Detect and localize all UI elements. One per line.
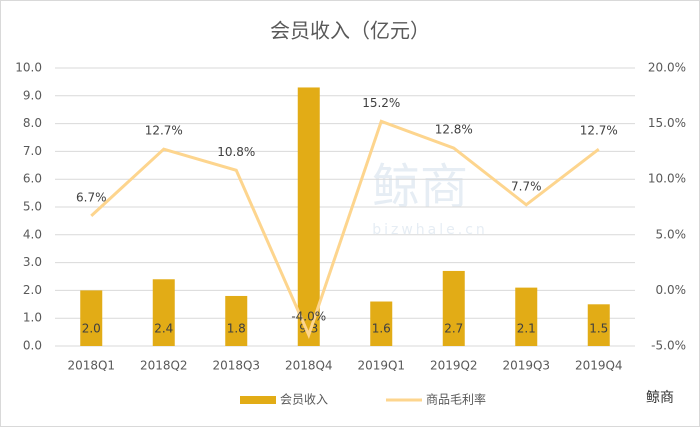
line-value-label: 12.8%	[435, 123, 473, 137]
y-tick-label: 0.0	[23, 339, 42, 353]
bar	[515, 287, 538, 346]
y-tick-label: 7.0	[23, 144, 42, 158]
chart-title: 会员收入（亿元）	[270, 19, 430, 43]
x-tick-label: 2019Q2	[430, 359, 478, 373]
y-tick-label: 8.0	[23, 116, 42, 130]
bar	[587, 304, 610, 346]
y-tick-label: 10.0	[15, 61, 42, 75]
line-value-label: 6.7%	[76, 190, 107, 204]
watermark: bizwhale.cn	[372, 222, 488, 238]
y-tick-label: 3.0	[23, 255, 42, 269]
bar	[442, 270, 465, 346]
y2-tick-label: 15.0%	[648, 116, 686, 130]
line-value-label: 7.7%	[511, 179, 542, 193]
bar-value-label: 2.7	[444, 322, 463, 336]
x-tick-label: 2018Q2	[140, 359, 188, 373]
x-tick-label: 2018Q3	[212, 359, 260, 373]
watermark-brand: 鲸商	[372, 159, 468, 215]
x-tick-label: 2018Q4	[285, 359, 333, 373]
bar-value-label: 1.8	[227, 322, 246, 336]
legend-swatch	[240, 396, 276, 404]
line-value-label: 10.8%	[217, 145, 255, 159]
brand: 鲸商	[646, 390, 674, 406]
y-tick-label: 4.0	[23, 227, 42, 241]
bar-value-label: 2.1	[517, 322, 536, 336]
bar-value-label: 2.4	[154, 322, 173, 336]
bar	[297, 87, 320, 347]
legend-label: 商品毛利率	[426, 392, 486, 407]
legend-label: 会员收入	[280, 393, 328, 407]
y-tick-label: 9.0	[23, 88, 42, 102]
y-tick-label: 5.0	[23, 200, 42, 214]
bar	[370, 301, 393, 346]
line-value-label: -4.0%	[291, 309, 326, 323]
y2-tick-label: 5.0%	[656, 227, 687, 241]
y2-tick-label: -5.0%	[651, 339, 686, 353]
x-tick-label: 2018Q1	[67, 359, 115, 373]
bar-value-label: 1.6	[372, 322, 391, 336]
bar	[152, 279, 175, 346]
y2-tick-label: 10.0%	[648, 172, 686, 186]
line-value-label: 15.2%	[362, 96, 400, 110]
y2-tick-label: 20.0%	[648, 61, 686, 75]
bar-value-label: 1.5	[589, 322, 608, 336]
x-tick-label: 2019Q1	[357, 359, 405, 373]
x-tick-label: 2019Q3	[502, 359, 550, 373]
line-value-label: 12.7%	[580, 124, 618, 138]
line	[90, 119, 600, 340]
bar	[225, 295, 248, 346]
y2-tick-label: 0.0%	[656, 283, 687, 297]
y-tick-label: 1.0	[23, 311, 42, 325]
line-value-label: 12.7%	[145, 124, 183, 138]
bar-value-label: 2.0	[82, 322, 101, 336]
y-tick-label: 2.0	[23, 283, 42, 297]
x-tick-label: 2019Q4	[575, 359, 623, 373]
bar	[80, 290, 103, 346]
y-tick-label: 6.0	[23, 172, 42, 186]
